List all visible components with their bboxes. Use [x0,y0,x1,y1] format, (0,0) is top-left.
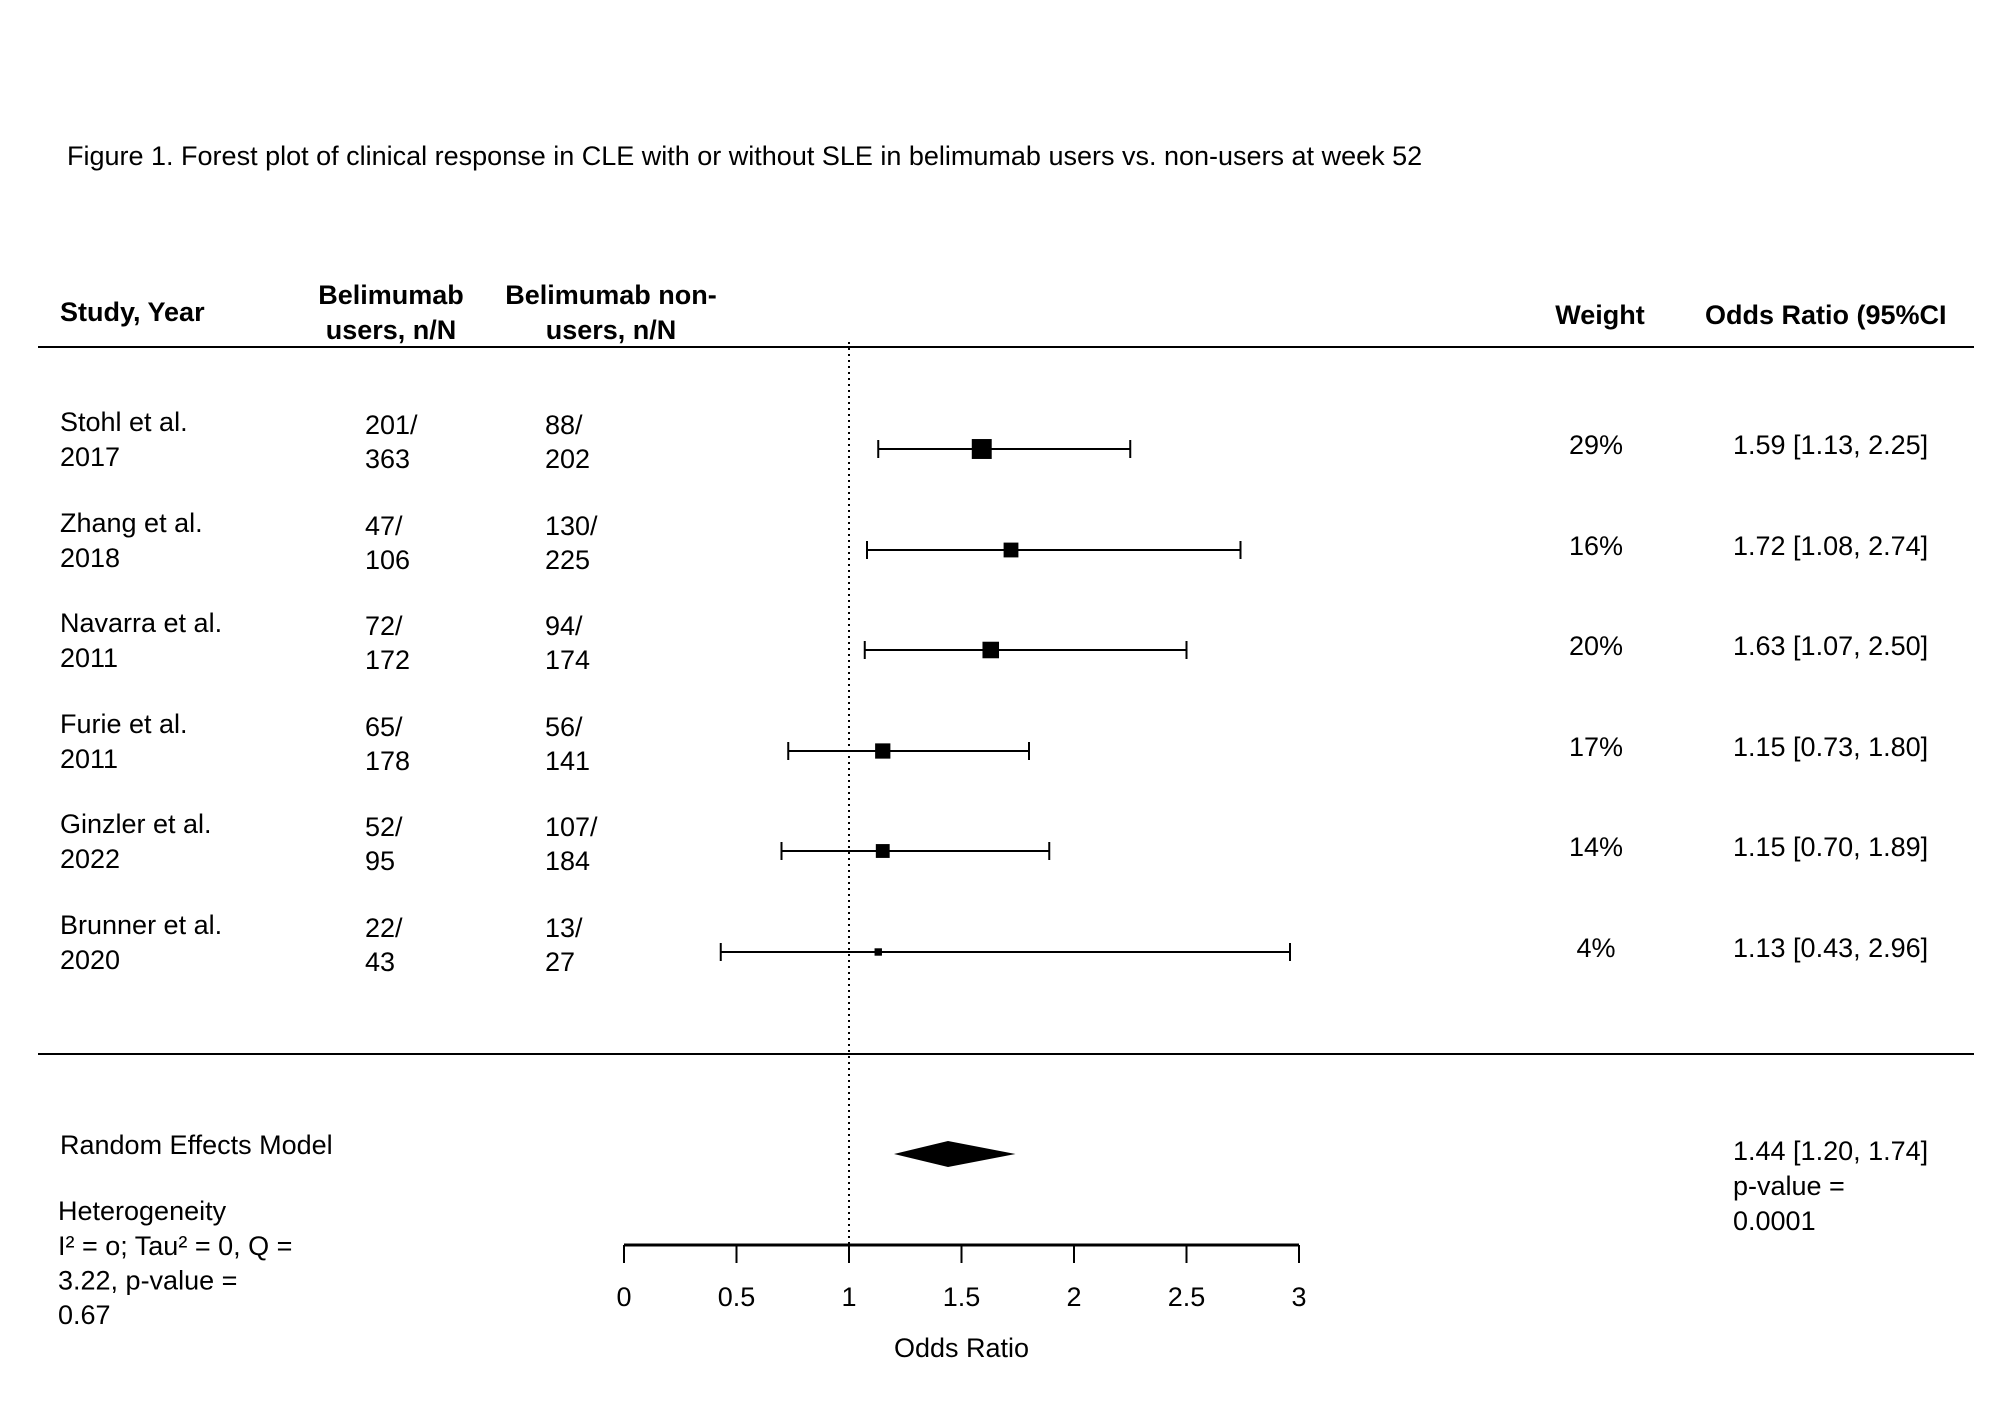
nonusers-total: 174 [545,645,590,675]
header-users: users, n/N [326,315,457,345]
point-estimate [875,844,890,858]
users-n: 65/ [365,712,403,742]
summary-name: Random Effects Model [60,1130,333,1160]
x-tick-label: 2.5 [1168,1282,1206,1312]
nonusers-n: 56/ [545,712,583,742]
study-year: 2022 [60,844,120,874]
point-estimate [875,743,891,759]
x-tick-label: 1.5 [943,1282,981,1312]
summary-or-label: 1.44 [1.20, 1.74] [1733,1136,1928,1166]
study-year: 2011 [60,744,118,774]
summary-p: p-value = [1733,1171,1845,1201]
heterogeneity: Heterogeneity [58,1196,227,1226]
point-estimate [874,948,882,956]
users-total: 95 [365,846,395,876]
users-n: 22/ [365,913,403,943]
study-year: 2018 [60,543,120,573]
x-tick-label: 0.5 [718,1282,756,1312]
study-name: Navarra et al. [60,608,222,638]
heterogeneity: I² = o; Tau² = 0, Q = [58,1231,292,1261]
nonusers-total: 184 [545,846,590,876]
heterogeneity: 3.22, p-value = [58,1266,237,1296]
header-study: Study, Year [60,297,205,327]
users-n: 201/ [365,410,418,440]
nonusers-total: 202 [545,444,590,474]
study-name: Furie et al. [60,709,188,739]
or-label: 1.72 [1.08, 2.74] [1733,531,1928,561]
x-tick-label: 0 [616,1282,631,1312]
weight-label: 14% [1569,832,1623,862]
users-total: 106 [365,545,410,575]
weight-label: 16% [1569,531,1623,561]
point-estimate [982,641,1000,659]
header-weight: Weight [1555,300,1645,330]
nonusers-total: 27 [545,947,575,977]
study-year: 2017 [60,442,120,472]
or-label: 1.15 [0.73, 1.80] [1733,732,1928,762]
nonusers-n: 107/ [545,812,598,842]
header-users: Belimumab [318,280,464,310]
users-n: 52/ [365,812,403,842]
nonusers-n: 88/ [545,410,583,440]
x-tick-label: 3 [1291,1282,1306,1312]
or-label: 1.63 [1.07, 2.50] [1733,631,1928,661]
x-tick-label: 2 [1066,1282,1081,1312]
chart-title: Figure 1. Forest plot of clinical respon… [67,141,1422,171]
header-nonusers: Belimumab non- [505,280,717,310]
users-n: 72/ [365,611,403,641]
users-n: 47/ [365,511,403,541]
point-estimate [971,439,992,459]
nonusers-n: 130/ [545,511,598,541]
or-label: 1.15 [0.70, 1.89] [1733,832,1928,862]
study-name: Brunner et al. [60,910,222,940]
weight-label: 29% [1569,430,1623,460]
or-label: 1.59 [1.13, 2.25] [1733,430,1928,460]
weight-label: 17% [1569,732,1623,762]
weight-label: 20% [1569,631,1623,661]
header-nonusers: users, n/N [546,315,677,345]
nonusers-n: 13/ [545,913,583,943]
x-tick-label: 1 [841,1282,856,1312]
x-axis-label: Odds Ratio [894,1333,1029,1363]
weight-label: 4% [1576,933,1615,963]
study-name: Stohl et al. [60,407,188,437]
nonusers-n: 94/ [545,611,583,641]
study-year: 2011 [60,643,118,673]
users-total: 172 [365,645,410,675]
study-year: 2020 [60,945,120,975]
heterogeneity: 0.67 [58,1300,111,1330]
nonusers-total: 225 [545,545,590,575]
study-name: Zhang et al. [60,508,203,538]
header-or: Odds Ratio (95%CI [1705,300,1947,330]
point-estimate [1003,542,1019,558]
users-total: 43 [365,947,395,977]
nonusers-total: 141 [545,746,590,776]
users-total: 363 [365,444,410,474]
summary-diamond [894,1141,1016,1167]
users-total: 178 [365,746,410,776]
summary-p: 0.0001 [1733,1206,1816,1236]
study-name: Ginzler et al. [60,809,212,839]
or-label: 1.13 [0.43, 2.96] [1733,933,1928,963]
